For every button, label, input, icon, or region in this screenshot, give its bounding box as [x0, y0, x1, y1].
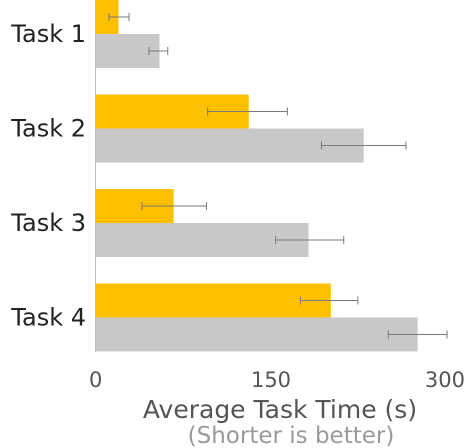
error-bar-1-series-1	[108, 13, 130, 21]
error-bar-2-series-2	[320, 141, 407, 150]
error-bar-2-series-1	[207, 107, 288, 116]
category-label-2: Task 2	[10, 115, 86, 143]
error-bar-1-series-2	[148, 47, 169, 55]
x-tick-label-0: 0	[89, 368, 102, 392]
bar-2-series-2	[95, 128, 364, 163]
x-axis-subtitle: (Shorter is better)	[188, 423, 395, 448]
bar-1-series-1	[95, 0, 119, 34]
error-bar-4-series-2	[387, 330, 448, 339]
category-labels: Task 1 Task 2 Task 3 Task 4	[10, 20, 86, 332]
category-label-4: Task 4	[10, 304, 86, 332]
bar-4-series-1	[95, 283, 331, 318]
error-bars-layer	[108, 13, 448, 339]
error-bar-3-series-1	[141, 202, 207, 210]
x-axis-title: Average Task Time (s)	[143, 395, 417, 424]
x-tick-label-150: 150	[251, 368, 291, 392]
bar-4-series-2	[95, 317, 418, 352]
x-tick-labels: 0 150 300	[89, 368, 465, 392]
x-tick-label-300: 300	[425, 368, 465, 392]
bar-3-series-2	[95, 223, 309, 257]
error-bar-3-series-2	[275, 236, 345, 244]
bars-layer	[95, 0, 418, 352]
error-bar-4-series-1	[299, 296, 359, 305]
category-label-3: Task 3	[10, 209, 86, 237]
category-label-1: Task 1	[10, 20, 86, 48]
